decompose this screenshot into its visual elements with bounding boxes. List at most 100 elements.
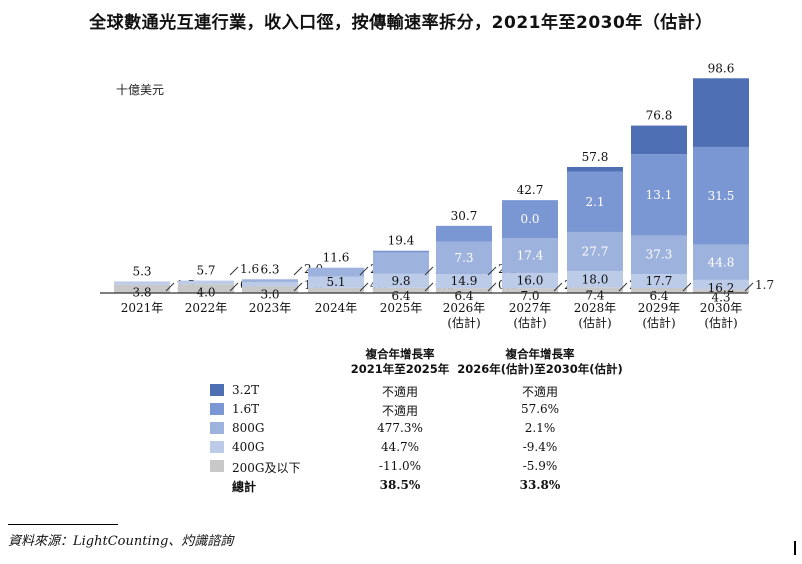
segment-value-label: 7.3: [454, 251, 473, 265]
segment-value-label: 4.3: [711, 290, 730, 304]
x-tick-label: 2027年: [509, 301, 552, 315]
segment-value-label: 17.7: [646, 274, 673, 288]
unit-label: 十億美元: [116, 83, 164, 97]
x-tick-label: (估計): [704, 315, 737, 330]
bar-total-label: 30.7: [451, 209, 478, 223]
bar-segment: [436, 274, 492, 289]
chart-title: 全球數通光互連行業，收入口徑，按傳輸速率拆分，2021年至2030年（估計）: [89, 13, 713, 33]
leader-line: [229, 266, 239, 276]
legend-label: 800G: [232, 421, 265, 435]
x-tick-label: 2024年: [315, 301, 358, 315]
bar-segment: [502, 272, 558, 289]
side-value-label: 1.6: [240, 262, 259, 276]
legend-swatch-800g: [210, 422, 224, 434]
bar-segment: [631, 154, 687, 236]
bar-segment: [308, 267, 364, 277]
segment-value-label: 44.8: [708, 255, 735, 269]
leader-line: [487, 266, 497, 276]
cagr-value: 477.3%: [377, 421, 423, 435]
bar-segment: [567, 287, 623, 293]
bar-segment: [693, 279, 749, 290]
bar-segment: [373, 273, 429, 288]
x-tick-label: 2026年: [443, 301, 486, 315]
bar-segment: [178, 284, 234, 293]
leader-line: [293, 282, 303, 292]
bar-segment: [373, 287, 429, 293]
segment-value-label: 17.4: [517, 249, 544, 263]
bar-segment: [502, 200, 558, 239]
bar-total-label: 57.8: [582, 150, 609, 164]
leader-line: [682, 282, 692, 292]
bar-segment: [693, 78, 749, 147]
bar-segment: [693, 146, 749, 245]
segment-value-label: 4.0: [196, 285, 215, 299]
bar-segment: [693, 244, 749, 280]
segment-value-label: 18.0: [582, 272, 609, 286]
bar-segment: [242, 282, 298, 287]
x-tick-label: 2029年: [638, 301, 681, 315]
cagr-header-1-line2: 2021年至2025年: [350, 362, 450, 376]
bar-segment: [114, 281, 170, 285]
segment-value-label: 9.8: [391, 274, 410, 288]
cagr-value: 57.6%: [520, 402, 560, 416]
leader-line: [359, 266, 369, 276]
x-tick-label: 2023年: [249, 301, 292, 315]
leader-line: [229, 282, 239, 292]
segment-value-label: 13.1: [646, 188, 673, 202]
segment-value-label: 0.0: [520, 212, 539, 226]
x-tick-label: (估計): [578, 315, 611, 330]
x-tick-label: (估計): [447, 315, 480, 330]
leader-line: [293, 266, 303, 276]
cagr-total: 33.8%: [519, 478, 561, 492]
cagr-value: -11.0%: [378, 459, 422, 473]
cagr-value: 不適用: [381, 385, 418, 399]
bar-segment: [308, 276, 364, 288]
bar-total-label: 19.4: [388, 234, 415, 248]
bar-total-label: 5.3: [132, 264, 151, 278]
cagr-value: 44.7%: [380, 440, 420, 454]
cagr-header-2021-2025: 複合年增長率 2021年至2025年: [340, 347, 460, 377]
bar-total-label: 76.8: [646, 109, 673, 123]
bar-segment: [567, 166, 623, 172]
segment-value-label: 5.1: [326, 275, 345, 289]
legend-label: 200G及以下: [232, 461, 301, 475]
leader-line: [424, 282, 434, 292]
segment-value-label: 37.3: [646, 248, 673, 262]
cagr-header-2-line1: 複合年增長率: [505, 347, 575, 361]
legend-swatch-400g: [210, 441, 224, 453]
corner-mark: [794, 541, 796, 555]
segment-value-label: 7.4: [585, 288, 604, 302]
cagr-header-1-line1: 複合年增長率: [365, 347, 435, 361]
bar-segment: [178, 280, 234, 285]
cagr-value: -5.9%: [522, 459, 558, 473]
leader-line: [424, 266, 434, 276]
source-note: 資料來源：LightCounting、灼識諮詢: [8, 534, 234, 549]
x-tick-label: 2021年: [121, 301, 164, 315]
legend-label: 1.6T: [232, 402, 260, 416]
side-value-label: 1.7: [755, 278, 774, 292]
leader-line: [553, 282, 563, 292]
x-tick-label: 2030年: [700, 301, 743, 315]
bar-segment: [567, 171, 623, 232]
bar-segment: [436, 225, 492, 242]
bar-segment: [502, 288, 558, 293]
cagr-total: 38.5%: [379, 478, 421, 492]
cagr-value: 2.1%: [524, 421, 556, 435]
bar-segment: [631, 235, 687, 275]
segment-value-label: 16.2: [708, 281, 735, 295]
bar-segment: [436, 241, 492, 275]
cagr-value: 不適用: [381, 404, 418, 418]
x-tick-label: 2022年: [185, 301, 228, 315]
source-divider: [8, 524, 118, 525]
bar-total-label: 42.7: [517, 183, 544, 197]
bar-segment: [242, 286, 298, 293]
segment-value-label: 3.0: [260, 287, 279, 301]
x-tick-label: (估計): [513, 315, 546, 330]
bar-segment: [567, 271, 623, 288]
leader-line: [359, 282, 369, 292]
x-tick-label: 2028年: [574, 301, 617, 315]
bar-total-label: 6.3: [260, 262, 279, 276]
bar-segment: [502, 238, 558, 273]
legend-swatch-1-6t: [210, 403, 224, 415]
cagr-header-2-line2: 2026年(估計)至2030年(估計): [457, 362, 623, 376]
